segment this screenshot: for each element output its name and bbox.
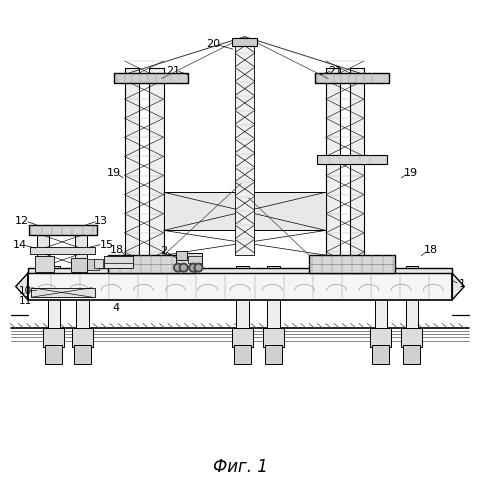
Text: 12: 12 bbox=[14, 216, 28, 226]
Bar bbox=[104, 255, 132, 267]
Polygon shape bbox=[452, 273, 464, 299]
Bar bbox=[72, 328, 93, 347]
Text: 15: 15 bbox=[99, 240, 113, 250]
Bar bbox=[28, 267, 452, 273]
Bar bbox=[176, 251, 187, 260]
Bar bbox=[45, 345, 62, 364]
Bar bbox=[28, 273, 452, 299]
Bar bbox=[372, 345, 389, 364]
Bar bbox=[234, 345, 251, 364]
Bar bbox=[87, 259, 99, 269]
Bar bbox=[401, 328, 422, 347]
Circle shape bbox=[189, 263, 198, 272]
Bar bbox=[176, 253, 202, 267]
Bar bbox=[370, 328, 391, 347]
Bar bbox=[236, 266, 249, 338]
Bar bbox=[232, 37, 257, 46]
Circle shape bbox=[181, 265, 186, 270]
Bar bbox=[124, 68, 139, 273]
Bar bbox=[48, 266, 60, 338]
Bar bbox=[374, 266, 387, 338]
Bar bbox=[406, 266, 418, 338]
Bar bbox=[29, 225, 97, 235]
Text: 18: 18 bbox=[424, 246, 438, 255]
Circle shape bbox=[196, 265, 201, 270]
Text: 4: 4 bbox=[112, 303, 120, 313]
Bar bbox=[350, 68, 364, 273]
Bar bbox=[74, 345, 91, 364]
Text: 20: 20 bbox=[206, 39, 220, 49]
Text: Фиг. 1: Фиг. 1 bbox=[213, 458, 267, 476]
Bar bbox=[315, 73, 389, 83]
Bar bbox=[75, 235, 87, 273]
Text: 21: 21 bbox=[328, 65, 343, 75]
Circle shape bbox=[180, 263, 188, 272]
Bar bbox=[32, 288, 95, 297]
Text: 19: 19 bbox=[107, 168, 120, 178]
Bar bbox=[108, 255, 195, 273]
Bar bbox=[37, 235, 49, 273]
Text: 21: 21 bbox=[166, 65, 180, 75]
Bar bbox=[309, 255, 395, 273]
Bar bbox=[164, 192, 326, 231]
Circle shape bbox=[174, 263, 182, 272]
Bar bbox=[43, 328, 64, 347]
Text: 11: 11 bbox=[19, 295, 32, 305]
Text: 14: 14 bbox=[12, 240, 26, 250]
Text: 13: 13 bbox=[94, 216, 108, 226]
Text: 2: 2 bbox=[160, 246, 167, 256]
Text: 19: 19 bbox=[404, 168, 418, 178]
Bar bbox=[35, 255, 54, 272]
Bar bbox=[188, 255, 202, 263]
Bar bbox=[326, 68, 340, 273]
Bar bbox=[149, 68, 164, 273]
Bar bbox=[263, 328, 284, 347]
Bar bbox=[30, 247, 96, 254]
Text: 10: 10 bbox=[19, 286, 32, 296]
Circle shape bbox=[194, 263, 203, 272]
Circle shape bbox=[176, 265, 180, 270]
Bar bbox=[71, 258, 87, 272]
Bar bbox=[95, 259, 103, 267]
Bar bbox=[317, 155, 387, 164]
Bar bbox=[267, 266, 280, 338]
Bar bbox=[104, 255, 132, 263]
Text: 1: 1 bbox=[458, 279, 466, 289]
Bar bbox=[235, 40, 254, 255]
Bar bbox=[114, 73, 189, 83]
Circle shape bbox=[191, 265, 196, 270]
Bar bbox=[76, 266, 89, 338]
Bar bbox=[265, 345, 282, 364]
Bar bbox=[232, 328, 253, 347]
Text: 18: 18 bbox=[110, 246, 124, 255]
Polygon shape bbox=[16, 273, 28, 299]
Bar bbox=[403, 345, 420, 364]
